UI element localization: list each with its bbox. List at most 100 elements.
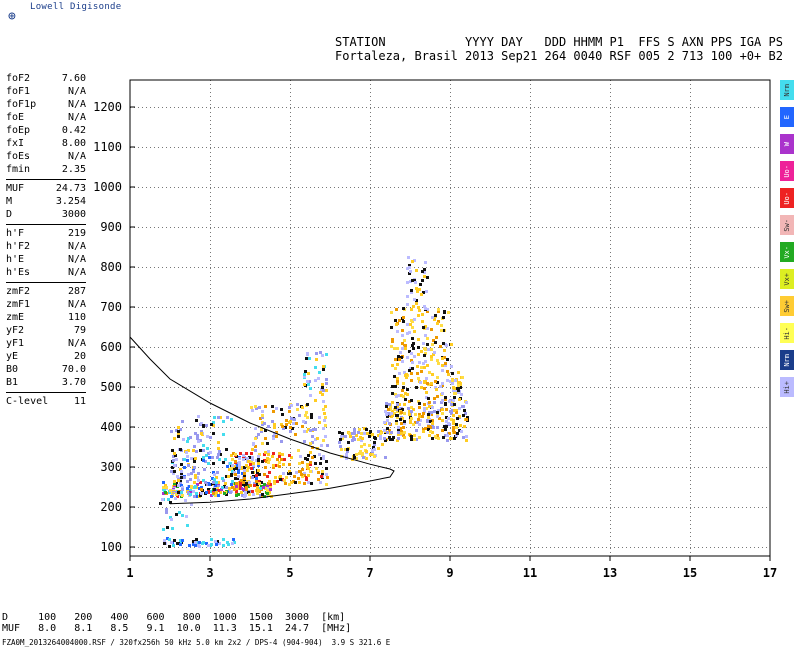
- grid-dot: [382, 347, 383, 348]
- grid-dot: [594, 387, 595, 388]
- grid-dot: [182, 547, 183, 548]
- echo-point: [164, 491, 167, 494]
- grid-dot: [610, 452, 611, 453]
- grid-dot: [530, 468, 531, 469]
- grid-dot: [502, 227, 503, 228]
- grid-dot: [490, 147, 491, 148]
- grid-dot: [562, 467, 563, 468]
- grid-dot: [478, 467, 479, 468]
- grid-dot: [370, 316, 371, 317]
- grid-dot: [650, 227, 651, 228]
- grid-dot: [210, 364, 211, 365]
- grid-dot: [290, 307, 291, 308]
- grid-dot: [370, 500, 371, 501]
- grid-dot: [326, 227, 327, 228]
- echo-point: [322, 439, 325, 442]
- grid-dot: [222, 507, 223, 508]
- grid-dot: [334, 307, 335, 308]
- grid-dot: [150, 187, 151, 188]
- echo-point: [369, 430, 372, 433]
- grid-dot: [242, 307, 243, 308]
- grid-dot: [458, 507, 459, 508]
- grid-dot: [610, 96, 611, 97]
- grid-dot: [522, 507, 523, 508]
- grid-dot: [370, 308, 371, 309]
- echo-point: [403, 403, 406, 406]
- echo-point: [257, 464, 260, 467]
- echo-point: [301, 475, 304, 478]
- grid-dot: [450, 444, 451, 445]
- grid-dot: [662, 307, 663, 308]
- echo-point: [194, 457, 197, 460]
- grid-dot: [138, 307, 139, 308]
- grid-dot: [622, 467, 623, 468]
- legend-swatch: Sw+: [780, 296, 794, 316]
- echo-point: [314, 428, 317, 431]
- grid-dot: [142, 227, 143, 228]
- grid-dot: [474, 507, 475, 508]
- grid-dot: [530, 292, 531, 293]
- grid-dot: [742, 387, 743, 388]
- grid-dot: [618, 187, 619, 188]
- grid-dot: [606, 347, 607, 348]
- grid-dot: [210, 360, 211, 361]
- grid-dot: [254, 267, 255, 268]
- grid-dot: [450, 540, 451, 541]
- grid-dot: [370, 544, 371, 545]
- grid-dot: [394, 147, 395, 148]
- grid-dot: [334, 387, 335, 388]
- grid-dot: [210, 96, 211, 97]
- echo-point: [305, 478, 308, 481]
- echo-point: [280, 408, 283, 411]
- echo-point: [261, 442, 264, 445]
- echo-point: [430, 382, 433, 385]
- grid-dot: [658, 187, 659, 188]
- echo-point: [440, 324, 443, 327]
- echo-point: [257, 489, 260, 492]
- echo-point: [345, 457, 348, 460]
- grid-dot: [614, 227, 615, 228]
- echo-point: [320, 444, 323, 447]
- grid-dot: [466, 307, 467, 308]
- grid-dot: [450, 340, 451, 341]
- echo-point: [198, 487, 201, 490]
- echo-point: [428, 401, 431, 404]
- grid-dot: [606, 107, 607, 108]
- grid-dot: [362, 187, 363, 188]
- grid-dot: [410, 227, 411, 228]
- grid-dot: [690, 232, 691, 233]
- param-row: D 3000: [6, 208, 86, 221]
- grid-dot: [342, 507, 343, 508]
- grid-dot: [610, 387, 611, 388]
- grid-dot: [342, 267, 343, 268]
- echo-point: [195, 450, 198, 453]
- grid-dot: [450, 520, 451, 521]
- echo-point: [310, 416, 313, 419]
- grid-dot: [506, 307, 507, 308]
- echo-point: [213, 473, 216, 476]
- grid-dot: [374, 307, 375, 308]
- param-name: foF1p: [6, 99, 37, 110]
- echo-point: [449, 410, 452, 413]
- grid-dot: [658, 267, 659, 268]
- param-value: 3.254: [55, 196, 86, 207]
- echo-point: [204, 481, 207, 484]
- grid-dot: [574, 467, 575, 468]
- grid-dot: [246, 507, 247, 508]
- grid-dot: [198, 307, 199, 308]
- echo-point: [222, 538, 225, 541]
- grid-dot: [710, 507, 711, 508]
- echo-point: [402, 320, 405, 323]
- grid-dot: [750, 507, 751, 508]
- grid-dot: [210, 552, 211, 553]
- echo-point: [263, 495, 266, 498]
- grid-dot: [450, 196, 451, 197]
- echo-point: [314, 462, 317, 465]
- echo-point: [288, 421, 291, 424]
- grid-dot: [450, 288, 451, 289]
- grid-dot: [726, 307, 727, 308]
- echo-point: [399, 351, 402, 354]
- echo-point: [396, 330, 399, 333]
- echo-point: [426, 382, 429, 385]
- echo-point: [303, 383, 306, 386]
